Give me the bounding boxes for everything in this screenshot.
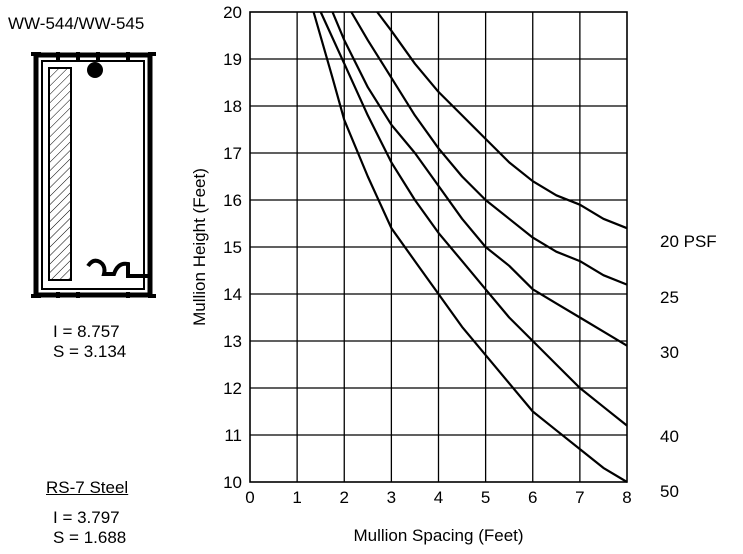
x-tick-label: 6 <box>528 488 537 507</box>
y-tick-label: 14 <box>223 285 242 304</box>
series-label: 50 <box>660 482 679 501</box>
plot-frame <box>249 11 628 483</box>
profile-boss <box>87 62 103 78</box>
y-tick-label: 16 <box>223 191 242 210</box>
reinforcement-title: RS-7 Steel <box>46 478 129 497</box>
y-axis-label: Mullion Height (Feet) <box>190 168 209 326</box>
y-tick-label: 12 <box>223 379 242 398</box>
profile-modulus: S = 3.134 <box>53 342 127 361</box>
profile-title: WW-544/WW-545 <box>8 14 145 33</box>
series-line-0 <box>376 11 628 230</box>
y-tick-label: 11 <box>224 426 242 445</box>
series-line-3 <box>319 11 628 427</box>
series-line-2 <box>331 11 628 347</box>
x-axis-label: Mullion Spacing (Feet) <box>353 526 523 545</box>
series-label: 30 <box>660 343 679 362</box>
y-tick-label: 20 <box>223 3 242 22</box>
x-tick-label: 1 <box>292 488 301 507</box>
x-tick-label: 4 <box>434 488 443 507</box>
y-tick-label: 10 <box>223 473 242 492</box>
y-tick-label: 15 <box>223 238 242 257</box>
y-tick-label: 13 <box>223 332 242 351</box>
x-tick-label: 0 <box>245 488 254 507</box>
reinforcement-inertia: I = 3.797 <box>53 508 120 527</box>
x-tick-label: 8 <box>622 488 631 507</box>
y-tick-label: 19 <box>223 50 242 69</box>
series-label: 25 <box>660 288 679 307</box>
steel-reinforcement <box>48 67 72 281</box>
x-tick-label: 7 <box>575 488 584 507</box>
mullion-profile-drawing <box>31 52 156 298</box>
profile-inertia: I = 8.757 <box>53 322 120 341</box>
reinforcement-modulus: S = 1.688 <box>53 528 127 547</box>
series-line-4 <box>312 11 628 483</box>
mullion-frame <box>31 52 156 298</box>
x-tick-label: 2 <box>340 488 349 507</box>
series-label: 20 PSF <box>660 232 717 251</box>
series-label: 40 <box>660 427 679 446</box>
series-line-1 <box>350 11 628 286</box>
y-tick-label: 17 <box>223 144 242 163</box>
x-tick-label: 3 <box>387 488 396 507</box>
x-tick-label: 5 <box>481 488 490 507</box>
y-tick-label: 18 <box>223 97 242 116</box>
